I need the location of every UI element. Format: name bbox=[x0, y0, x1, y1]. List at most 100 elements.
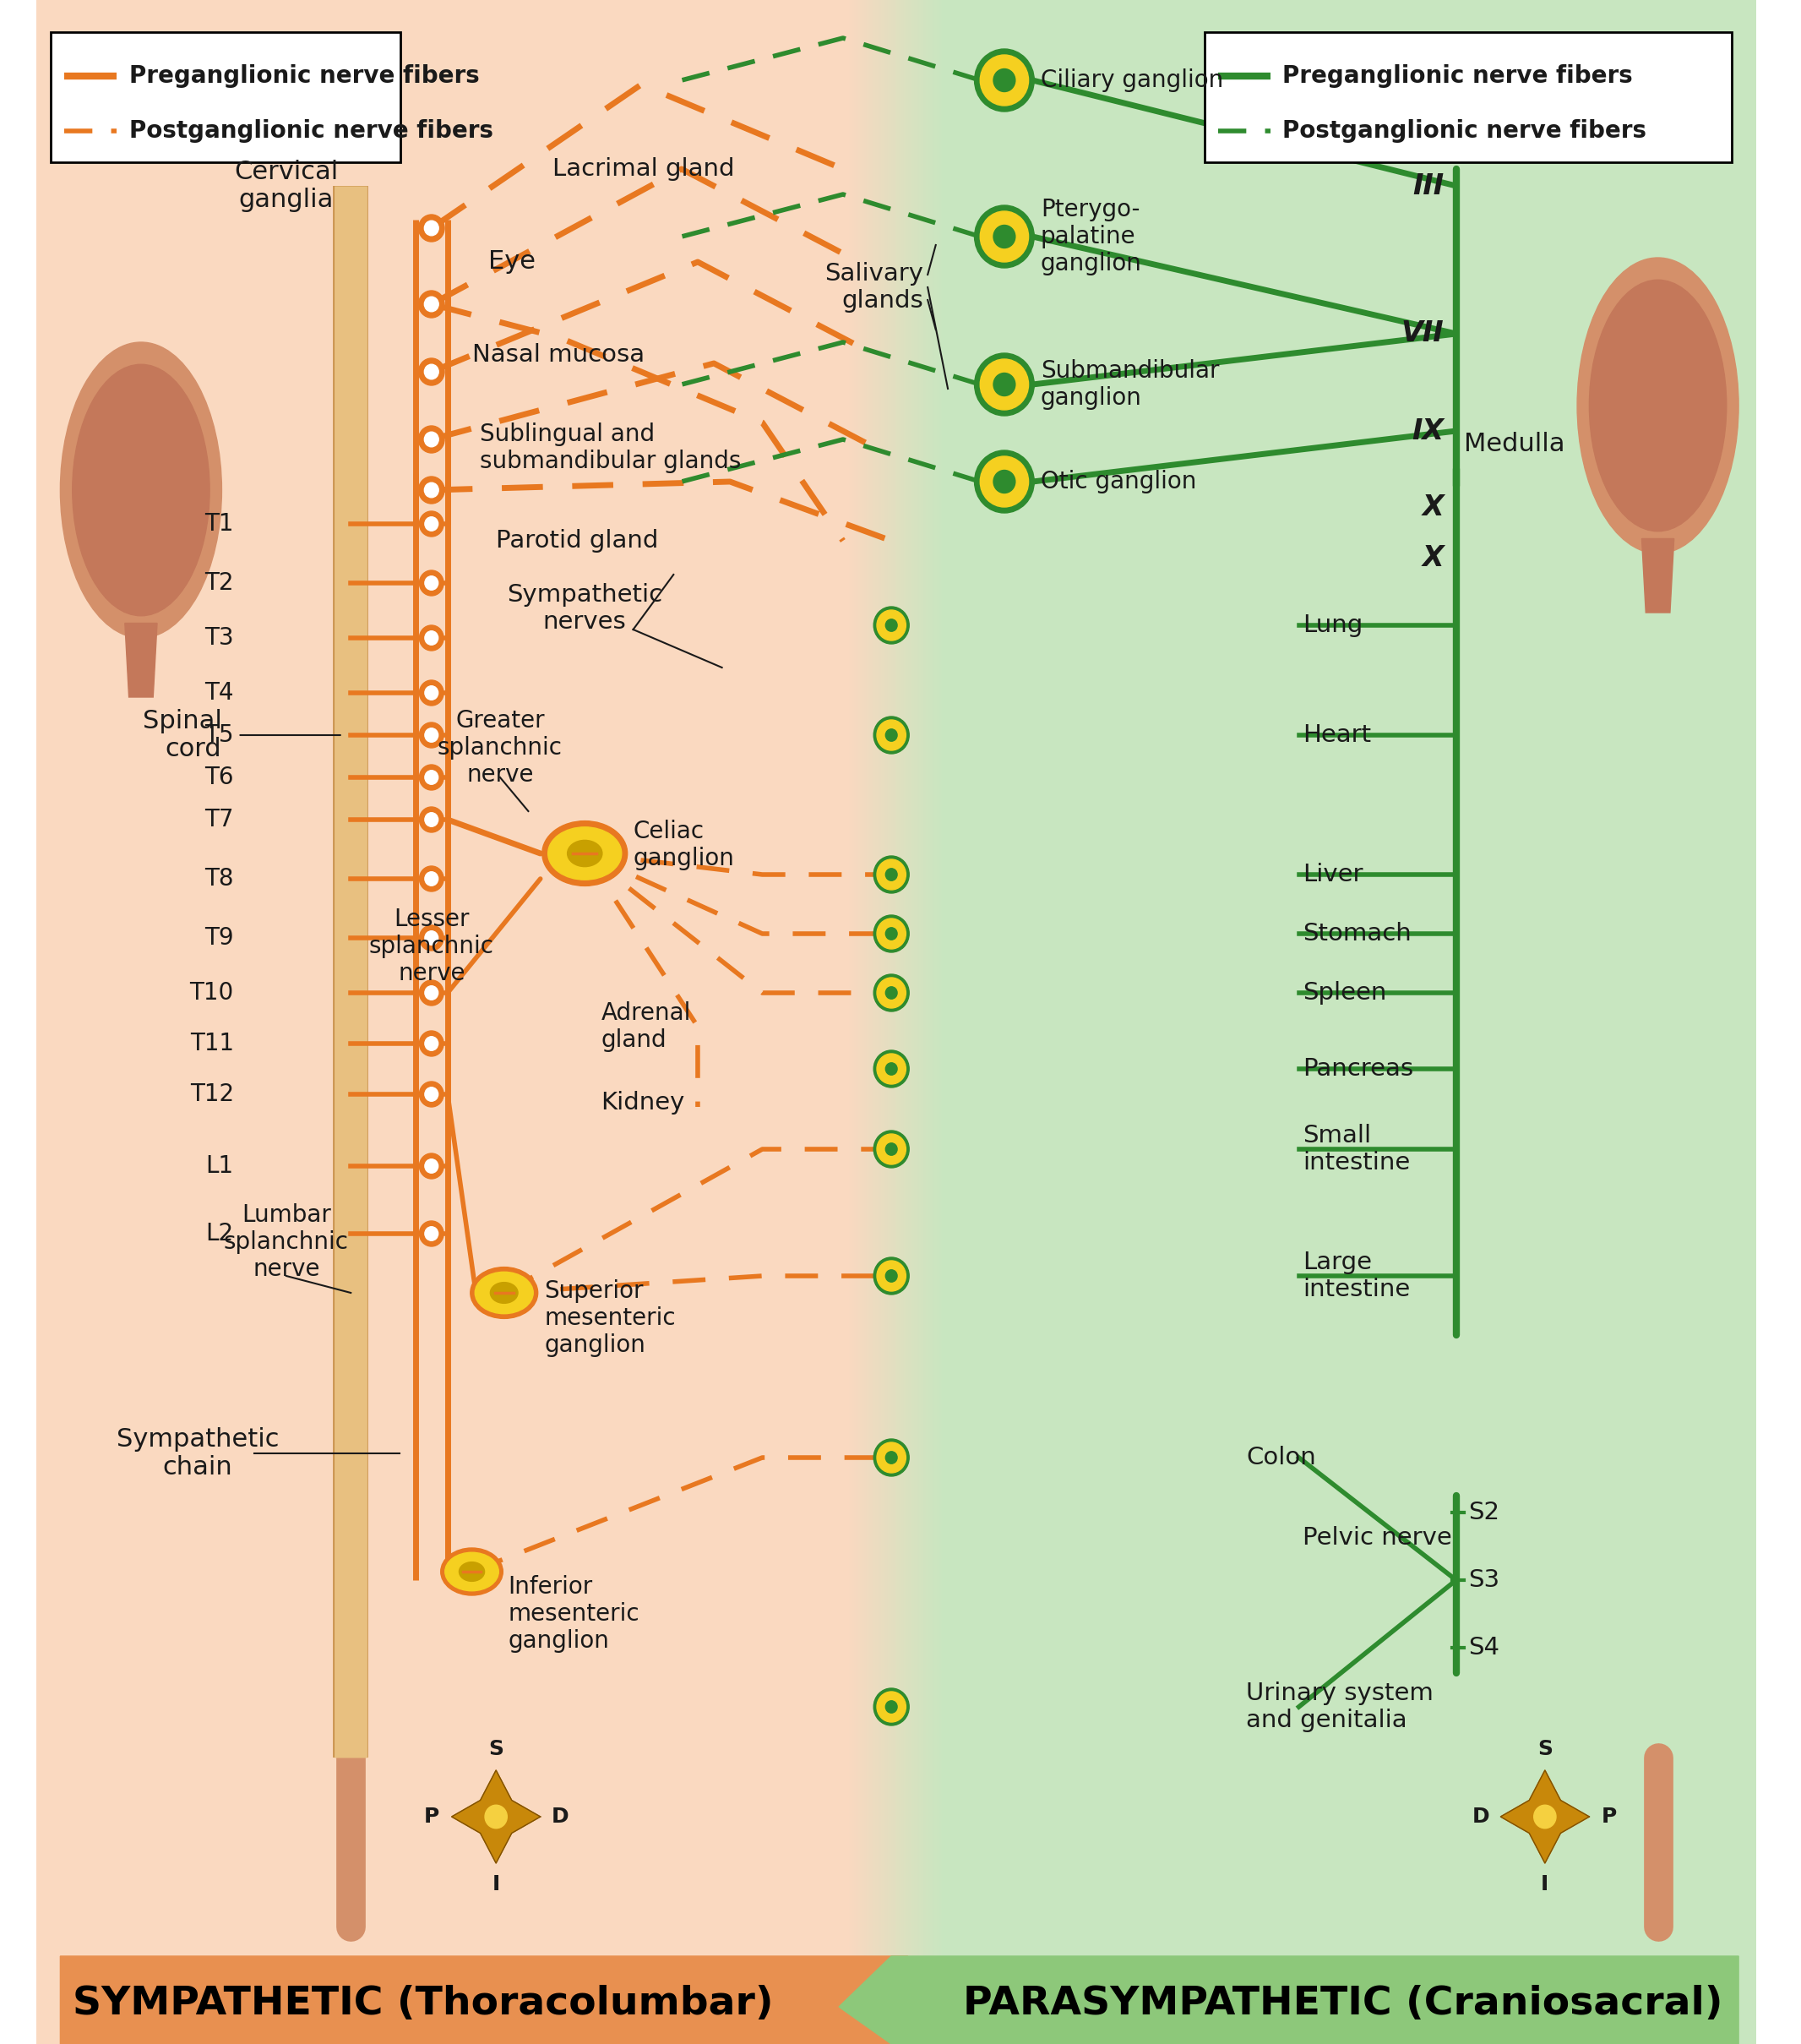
Text: Superior
mesenteric
ganglion: Superior mesenteric ganglion bbox=[544, 1280, 675, 1357]
Text: Lacrimal gland: Lacrimal gland bbox=[553, 157, 735, 180]
Text: X: X bbox=[1423, 493, 1444, 521]
Text: Pterygo-
palatine
ganglion: Pterygo- palatine ganglion bbox=[1041, 198, 1142, 276]
Text: D: D bbox=[551, 1807, 569, 1827]
Text: T9: T9 bbox=[205, 926, 234, 950]
Circle shape bbox=[420, 722, 443, 748]
Text: Cervical
ganglia: Cervical ganglia bbox=[234, 159, 339, 213]
Text: Colon: Colon bbox=[1246, 1445, 1317, 1470]
Text: L2: L2 bbox=[205, 1222, 234, 1245]
Circle shape bbox=[420, 926, 443, 950]
Circle shape bbox=[425, 482, 439, 497]
Circle shape bbox=[974, 204, 1034, 268]
Circle shape bbox=[420, 570, 443, 595]
Text: PARASYMPATHETIC (Craniosacral): PARASYMPATHETIC (Craniosacral) bbox=[964, 1985, 1724, 2024]
Text: Pancreas: Pancreas bbox=[1302, 1057, 1414, 1081]
Circle shape bbox=[886, 1063, 897, 1075]
Circle shape bbox=[873, 1051, 910, 1087]
Ellipse shape bbox=[459, 1562, 484, 1582]
FancyBboxPatch shape bbox=[1205, 33, 1733, 161]
Circle shape bbox=[425, 1036, 438, 1051]
Text: Sympathetic
nerves: Sympathetic nerves bbox=[508, 583, 663, 634]
Text: Submandibular
ganglion: Submandibular ganglion bbox=[1041, 360, 1219, 411]
Circle shape bbox=[873, 1688, 910, 1725]
Text: L1: L1 bbox=[205, 1155, 234, 1177]
Circle shape bbox=[418, 215, 445, 241]
Circle shape bbox=[877, 1134, 906, 1165]
Circle shape bbox=[886, 1701, 897, 1713]
Circle shape bbox=[425, 576, 438, 591]
Circle shape bbox=[418, 290, 445, 317]
Text: III: III bbox=[1412, 172, 1444, 200]
Circle shape bbox=[877, 918, 906, 948]
Text: S: S bbox=[1538, 1739, 1552, 1760]
Circle shape bbox=[425, 771, 438, 785]
Text: Parotid gland: Parotid gland bbox=[495, 529, 659, 552]
Circle shape bbox=[425, 687, 438, 699]
Circle shape bbox=[877, 719, 906, 750]
Polygon shape bbox=[1643, 540, 1673, 613]
Circle shape bbox=[420, 807, 443, 832]
Text: Greater
splanchnic
nerve: Greater splanchnic nerve bbox=[438, 709, 562, 787]
Circle shape bbox=[980, 456, 1028, 507]
Text: P: P bbox=[1601, 1807, 1617, 1827]
FancyBboxPatch shape bbox=[50, 33, 402, 161]
Text: I: I bbox=[492, 1874, 501, 1895]
Ellipse shape bbox=[72, 364, 209, 615]
Circle shape bbox=[994, 69, 1016, 92]
Circle shape bbox=[994, 470, 1016, 493]
Circle shape bbox=[886, 869, 897, 881]
Circle shape bbox=[886, 987, 897, 1000]
Text: Kidney: Kidney bbox=[602, 1091, 684, 1114]
Circle shape bbox=[420, 1030, 443, 1057]
Circle shape bbox=[877, 858, 906, 889]
Circle shape bbox=[420, 1220, 443, 1247]
Text: S4: S4 bbox=[1468, 1635, 1500, 1660]
Circle shape bbox=[873, 1439, 910, 1476]
Circle shape bbox=[425, 364, 439, 380]
Text: Adrenal
gland: Adrenal gland bbox=[602, 1002, 692, 1053]
Text: T10: T10 bbox=[189, 981, 234, 1006]
Text: Sympathetic
chain: Sympathetic chain bbox=[117, 1427, 279, 1480]
Circle shape bbox=[425, 1226, 438, 1241]
Text: S: S bbox=[488, 1739, 504, 1760]
Text: Spinal
cord: Spinal cord bbox=[142, 709, 222, 762]
Ellipse shape bbox=[475, 1271, 533, 1314]
Text: T5: T5 bbox=[205, 724, 234, 746]
Circle shape bbox=[886, 1143, 897, 1155]
Text: Urinary system
and genitalia: Urinary system and genitalia bbox=[1246, 1682, 1434, 1733]
Text: P: P bbox=[423, 1807, 439, 1827]
Circle shape bbox=[877, 1443, 906, 1474]
Circle shape bbox=[484, 1805, 508, 1827]
Circle shape bbox=[877, 1055, 906, 1083]
Text: S2: S2 bbox=[1468, 1500, 1500, 1525]
Circle shape bbox=[980, 360, 1028, 409]
Circle shape bbox=[420, 681, 443, 705]
Text: IX: IX bbox=[1412, 417, 1444, 446]
Circle shape bbox=[877, 1692, 906, 1721]
Circle shape bbox=[420, 1081, 443, 1108]
Ellipse shape bbox=[567, 840, 602, 867]
Text: T12: T12 bbox=[189, 1083, 234, 1106]
Circle shape bbox=[420, 764, 443, 791]
Circle shape bbox=[425, 985, 438, 1000]
Circle shape bbox=[425, 431, 439, 448]
Circle shape bbox=[877, 609, 906, 640]
Polygon shape bbox=[124, 623, 157, 697]
Text: Lesser
splanchnic
nerve: Lesser splanchnic nerve bbox=[369, 908, 493, 985]
Ellipse shape bbox=[548, 828, 621, 879]
Circle shape bbox=[418, 358, 445, 386]
Text: VII: VII bbox=[1401, 319, 1444, 347]
Ellipse shape bbox=[542, 822, 627, 885]
Text: Stomach: Stomach bbox=[1302, 922, 1412, 946]
Circle shape bbox=[425, 221, 439, 235]
Text: T6: T6 bbox=[205, 766, 234, 789]
Circle shape bbox=[418, 425, 445, 454]
Polygon shape bbox=[1500, 1770, 1588, 1864]
Polygon shape bbox=[59, 1956, 960, 2044]
Text: Spleen: Spleen bbox=[1302, 981, 1387, 1006]
Circle shape bbox=[418, 476, 445, 503]
Circle shape bbox=[886, 1269, 897, 1282]
Circle shape bbox=[425, 814, 438, 826]
Circle shape bbox=[425, 930, 438, 944]
Text: T2: T2 bbox=[205, 570, 234, 595]
